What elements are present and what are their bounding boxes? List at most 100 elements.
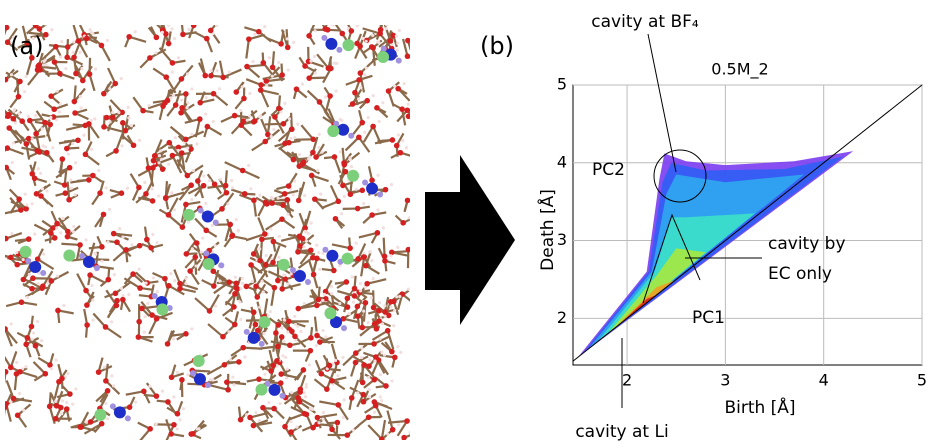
boron — [248, 332, 260, 344]
hydrogen — [253, 33, 256, 36]
oxygen — [51, 106, 57, 112]
hydrogen — [137, 268, 140, 271]
oxygen — [268, 368, 274, 374]
panel-label: (b) — [480, 32, 514, 60]
oxygen — [275, 278, 281, 284]
annotation: cavity by — [768, 234, 846, 254]
hydrogen — [319, 193, 322, 196]
oxygen — [240, 168, 246, 174]
hydrogen — [258, 247, 261, 250]
y-tick-label: 5 — [557, 75, 567, 94]
bond — [185, 19, 194, 25]
hydrogen — [376, 174, 379, 177]
oxygen — [141, 389, 147, 395]
hydrogen — [210, 69, 213, 72]
oxygen — [302, 411, 308, 417]
oxygen — [64, 55, 70, 61]
hydrogen — [89, 28, 92, 31]
hydrogen — [152, 276, 155, 279]
bond — [208, 324, 223, 337]
oxygen — [57, 71, 63, 77]
boron — [29, 261, 41, 273]
oxygen — [63, 190, 69, 196]
oxygen — [162, 276, 168, 282]
oxygen — [298, 243, 304, 249]
annotation: cavity at Li — [575, 422, 668, 442]
hydrogen — [108, 87, 111, 90]
annotation: PC2 — [592, 160, 625, 180]
oxygen — [185, 173, 191, 179]
hydrogen — [314, 72, 317, 75]
oxygen — [76, 38, 82, 44]
oxygen — [130, 271, 136, 277]
oxygen — [101, 212, 107, 218]
hydrogen — [296, 123, 299, 126]
hydrogen — [287, 282, 290, 285]
hydrogen — [204, 113, 207, 116]
oxygen — [391, 299, 397, 305]
hydrogen — [317, 146, 320, 149]
hydrogen — [28, 273, 31, 276]
hydrogen — [393, 309, 396, 312]
hydrogen — [380, 350, 383, 353]
oxygen — [120, 297, 126, 303]
oxygen — [236, 359, 242, 365]
hydrogen — [368, 358, 371, 361]
x-tick-label: 5 — [917, 371, 927, 390]
hydrogen — [365, 67, 368, 70]
oxygen — [75, 137, 81, 143]
oxygen — [165, 399, 171, 405]
oxygen — [375, 230, 381, 236]
oxygen — [225, 387, 231, 393]
hydrogen — [157, 161, 160, 164]
x-tick-label: 3 — [720, 371, 730, 390]
hydrogen — [25, 203, 28, 206]
lithium — [342, 39, 354, 51]
hydrogen — [359, 289, 362, 292]
fluorine — [280, 393, 286, 399]
hydrogen — [376, 40, 379, 43]
hydrogen — [60, 40, 63, 43]
oxygen — [385, 328, 391, 334]
oxygen — [90, 173, 96, 179]
hydrogen — [130, 124, 133, 127]
hydrogen — [405, 146, 408, 149]
oxygen — [355, 313, 361, 319]
hydrogen — [127, 106, 130, 109]
hydrogen — [385, 27, 388, 30]
boron — [114, 406, 126, 418]
bond — [317, 12, 326, 29]
hydrogen — [380, 399, 383, 402]
hydrogen — [215, 69, 218, 72]
oxygen — [262, 139, 268, 145]
hydrogen — [385, 23, 388, 26]
oxygen — [361, 399, 367, 405]
hydrogen — [167, 163, 170, 166]
oxygen — [3, 165, 9, 171]
oxygen — [297, 234, 303, 240]
hydrogen — [104, 402, 107, 405]
hydrogen — [90, 284, 93, 287]
oxygen — [360, 392, 366, 398]
oxygen — [84, 302, 90, 308]
oxygen — [308, 348, 314, 354]
hydrogen — [339, 118, 342, 121]
oxygen — [366, 414, 372, 420]
fluorine — [259, 341, 265, 347]
hydrogen — [303, 391, 306, 394]
hydrogen — [144, 281, 147, 284]
oxygen — [150, 198, 156, 204]
oxygen — [197, 116, 203, 122]
oxygen — [310, 425, 316, 431]
oxygen — [105, 388, 111, 394]
oxygen — [160, 166, 166, 172]
hydrogen — [318, 133, 321, 136]
hydrogen — [241, 277, 244, 280]
oxygen — [405, 38, 411, 44]
oxygen — [62, 182, 68, 188]
oxygen — [183, 202, 189, 208]
oxygen — [272, 285, 278, 291]
hydrogen — [304, 395, 307, 398]
oxygen — [180, 32, 186, 38]
oxygen — [110, 115, 116, 121]
